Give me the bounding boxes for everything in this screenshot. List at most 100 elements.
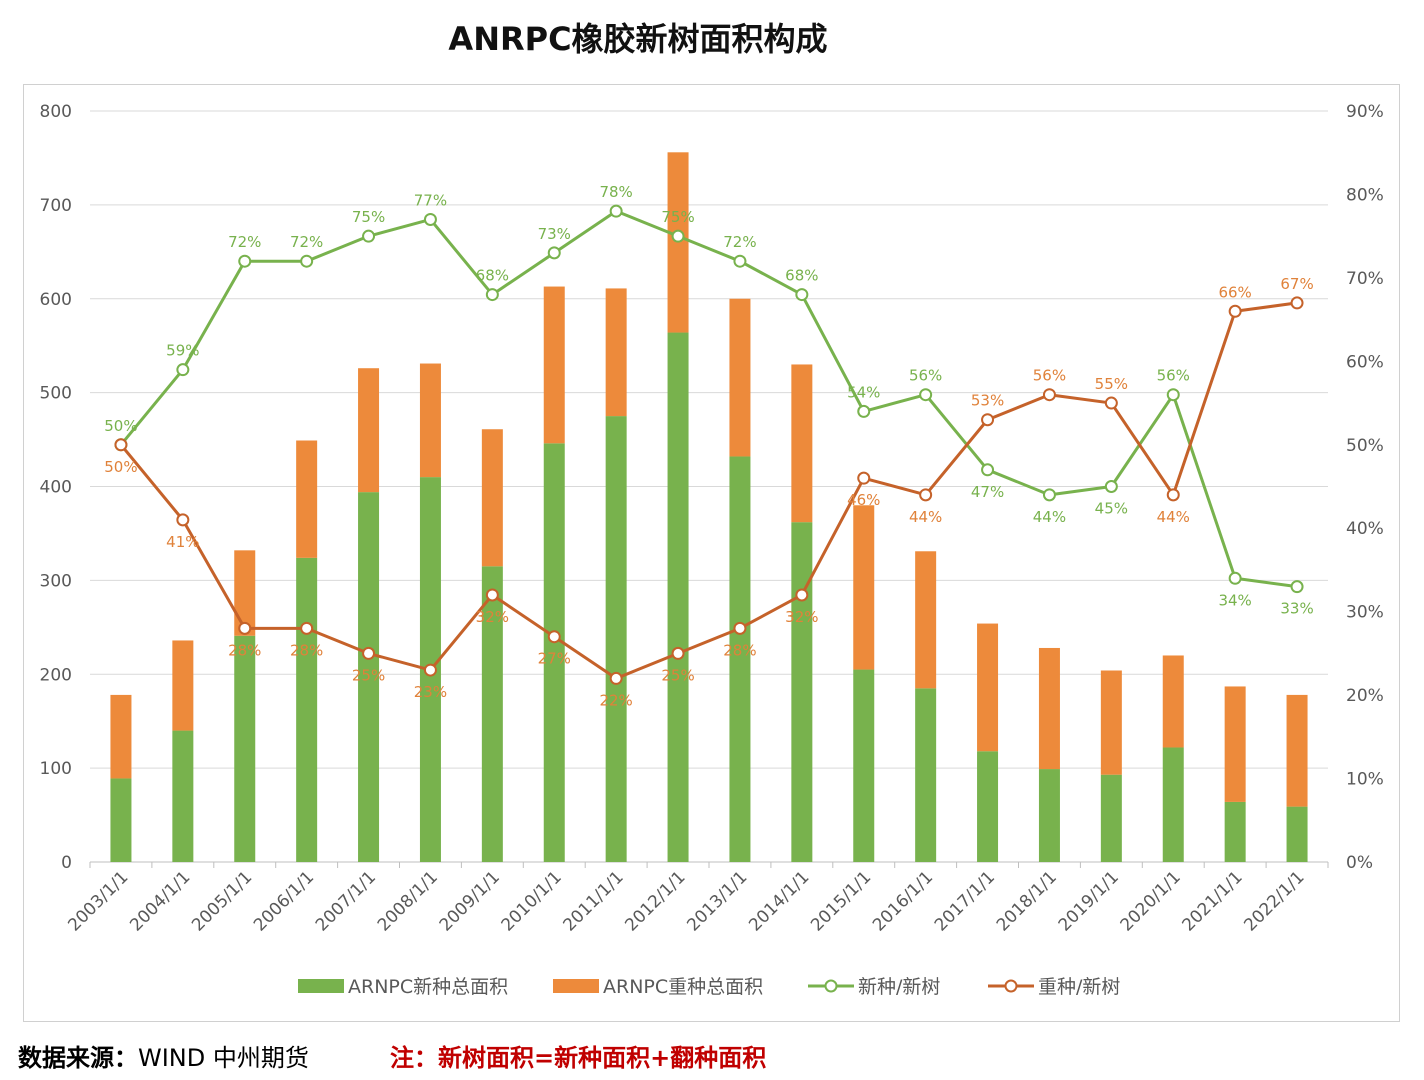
new-ratio-data-label: 68% — [476, 267, 509, 285]
bar-new-planting — [1286, 806, 1308, 862]
new-ratio-marker — [423, 212, 437, 226]
replant-ratio-data-label: 50% — [104, 458, 137, 476]
replant-ratio-marker — [1228, 304, 1242, 318]
bar-replanting — [543, 286, 565, 444]
new-ratio-data-label: 44% — [1033, 508, 1066, 526]
footer-source: 数据来源：WIND 中州期货 — [18, 1038, 309, 1073]
left-tick-label: 100 — [40, 759, 72, 779]
x-tick-label: 2016/1/1 — [869, 867, 937, 935]
replant-ratio-marker — [609, 671, 623, 685]
replant-ratio-data-label: 41% — [166, 533, 199, 551]
bar-replanting — [729, 298, 751, 457]
right-tick-label: 20% — [1346, 686, 1384, 706]
replant-ratio-line — [119, 301, 1298, 680]
x-tick-label: 2010/1/1 — [498, 867, 566, 935]
replant-ratio-data-label: 22% — [599, 691, 632, 709]
chart-title: ANRPC橡胶新树面积构成 — [448, 20, 828, 58]
replant-ratio-marker — [176, 513, 190, 527]
legend-replant-ratio-swatch-marker — [1004, 979, 1018, 993]
new-ratio-data-label: 75% — [661, 208, 694, 226]
footer-note: 注：新树面积=新种面积+翻种面积 — [390, 1044, 767, 1072]
legend-replanting-swatch — [553, 979, 599, 993]
bar-replanting — [1286, 694, 1308, 807]
chart-frame — [23, 84, 1400, 1022]
bar-replanting — [234, 550, 256, 636]
replant-ratio-data-label: 53% — [971, 392, 1004, 410]
bar-new-planting — [667, 332, 689, 862]
new-ratio-line — [119, 209, 1298, 589]
new-ratio-marker — [485, 288, 499, 302]
new-ratio-marker — [671, 229, 685, 243]
new-ratio-data-label: 50% — [104, 417, 137, 435]
bar-new-planting — [296, 557, 318, 862]
right-tick-label: 50% — [1346, 436, 1384, 456]
left-tick-label: 300 — [40, 571, 72, 591]
left-tick-label: 700 — [40, 196, 72, 216]
new-ratio-data-label: 72% — [228, 233, 261, 251]
bar-replanting — [1038, 647, 1060, 770]
left-tick-label: 500 — [40, 384, 72, 404]
left-tick-label: 400 — [40, 478, 72, 498]
bar-new-planting — [853, 669, 875, 862]
legend-new-ratio-label: 新种/新树 — [858, 976, 940, 998]
bar-replanting — [481, 429, 503, 567]
new-ratio-marker — [857, 404, 871, 418]
replant-ratio-marker — [1104, 396, 1118, 410]
bar-new-planting — [1224, 801, 1246, 862]
bar-replanting — [977, 623, 999, 752]
right-tick-label: 0% — [1346, 853, 1373, 873]
replant-ratio-data-label: 28% — [723, 641, 756, 659]
x-tick-label: 2013/1/1 — [683, 867, 751, 935]
x-tick-label: 2007/1/1 — [312, 867, 380, 935]
bar-new-planting — [1162, 747, 1184, 862]
legend-new-planting-label: ARNPC新种总面积 — [348, 976, 508, 998]
legend-new-planting-swatch — [298, 979, 344, 993]
bar-new-planting — [915, 688, 937, 862]
replant-ratio-data-label: 28% — [228, 641, 261, 659]
bar-replanting — [358, 368, 380, 493]
new-ratio-data-label: 47% — [971, 483, 1004, 501]
new-ratio-data-label: 73% — [538, 225, 571, 243]
x-tick-label: 2006/1/1 — [250, 867, 318, 935]
replant-ratio-data-label: 32% — [785, 608, 818, 626]
new-ratio-data-label: 34% — [1218, 591, 1251, 609]
new-ratio-data-label: 68% — [785, 267, 818, 285]
replant-ratio-data-label: 25% — [661, 666, 694, 684]
new-ratio-data-label: 72% — [723, 233, 756, 251]
chart-svg: 0 100 200 300 400 500 600 700 800 0% 10% 20% 30% 40% 5… — [40, 102, 1384, 998]
new-ratio-marker — [1228, 571, 1242, 585]
x-tick-label: 2005/1/1 — [188, 867, 256, 935]
replant-ratio-data-label: 67% — [1280, 275, 1313, 293]
replant-ratio-marker — [485, 588, 499, 602]
new-ratio-data-label: 33% — [1280, 600, 1313, 618]
new-ratio-marker — [733, 254, 747, 268]
right-tick-label: 90% — [1346, 102, 1384, 122]
bar-replanting — [110, 694, 132, 779]
bar-replanting — [853, 505, 875, 670]
bar-new-planting — [977, 751, 999, 862]
right-tick-label: 30% — [1346, 603, 1384, 623]
new-ratio-marker — [176, 363, 190, 377]
replant-ratio-marker — [733, 621, 747, 635]
source-value: WIND 中州期货 — [138, 1044, 309, 1072]
replant-ratio-marker — [300, 621, 314, 635]
x-tick-label: 2019/1/1 — [1055, 867, 1123, 935]
new-ratio-data-label: 56% — [909, 367, 942, 385]
replant-ratio-data-label: 56% — [1033, 367, 1066, 385]
bar-replanting — [791, 364, 813, 523]
x-tick-label: 2003/1/1 — [64, 867, 132, 935]
x-tick-label: 2004/1/1 — [126, 867, 194, 935]
bar-new-planting — [605, 416, 627, 862]
bar-new-planting — [172, 730, 194, 862]
replant-ratio-marker — [671, 646, 685, 660]
right-tick-label: 40% — [1346, 519, 1384, 539]
left-tick-label: 0 — [61, 853, 72, 873]
bar-new-planting — [1100, 774, 1122, 862]
new-ratio-data-label: 54% — [847, 383, 880, 401]
new-ratio-marker — [1104, 480, 1118, 493]
bar-replanting — [1162, 655, 1184, 748]
legend-replant-ratio-label: 重种/新树 — [1038, 976, 1120, 998]
bar-replanting — [1100, 670, 1122, 775]
replant-ratio-marker — [981, 413, 995, 427]
x-tick-label: 2009/1/1 — [436, 867, 504, 935]
